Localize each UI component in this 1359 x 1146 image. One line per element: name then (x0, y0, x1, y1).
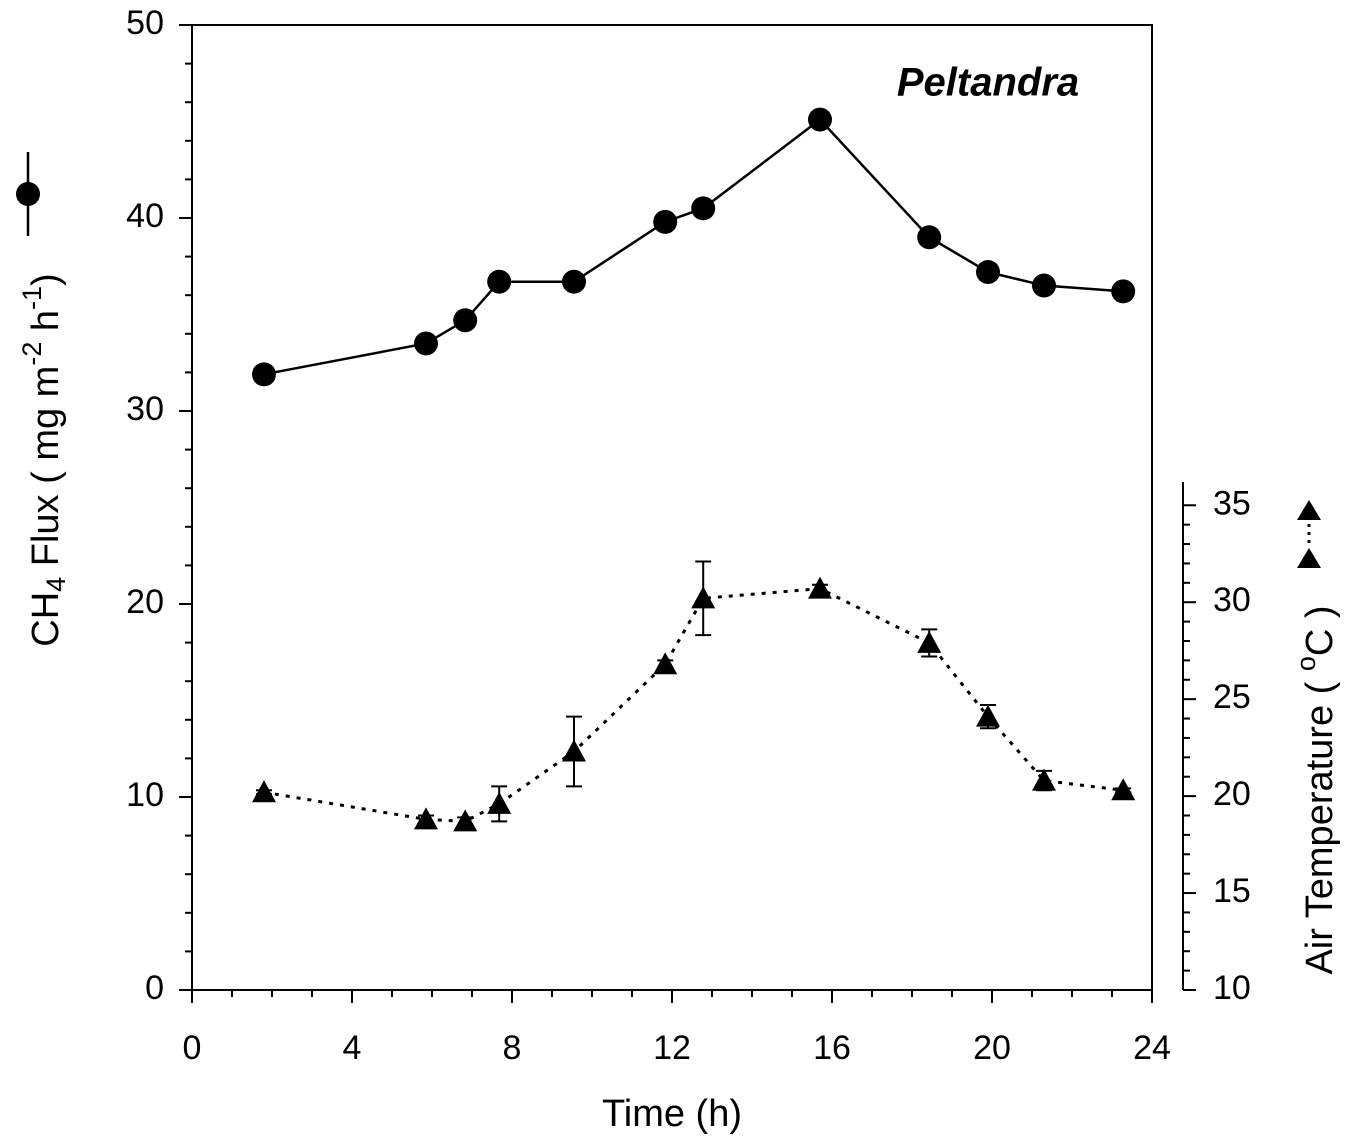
x-axis-label: Time (h) (602, 1093, 742, 1135)
data-point (808, 107, 832, 132)
series-line (263, 587, 1124, 823)
data-point (252, 362, 276, 387)
data-point (976, 260, 1000, 285)
y-tick-label: 30 (126, 390, 164, 428)
data-point (808, 576, 832, 599)
series-line (263, 117, 1124, 376)
y-axis-label: CH4 Flux ( mg m-2 h-1) (17, 273, 71, 646)
data-point (917, 225, 942, 250)
data-point (976, 704, 1000, 727)
data-point (653, 209, 678, 234)
x-tick-label: 20 (973, 1029, 1011, 1067)
axis-label-part: C ) (1299, 605, 1341, 656)
y-tick-label: 50 (126, 4, 164, 42)
data-point (691, 586, 716, 609)
data-point (1111, 279, 1136, 304)
y-tick-label: 0 (145, 969, 164, 1007)
y-tick-label: 40 (126, 197, 164, 235)
x-tick-label: 24 (1133, 1029, 1171, 1067)
data-point (653, 652, 678, 675)
data-point (487, 269, 512, 294)
y2-tick-label: 25 (1213, 678, 1251, 716)
data-point (1032, 768, 1056, 791)
y-tick-label: 20 (126, 583, 164, 621)
data-point (1111, 778, 1136, 801)
data-point (691, 196, 716, 221)
data-point (1032, 273, 1056, 298)
axis-label-part: o (1291, 656, 1321, 671)
y2-tick-label: 10 (1213, 969, 1251, 1007)
x-tick-label: 8 (503, 1029, 522, 1067)
data-point (487, 791, 512, 814)
axis-label-part: -2 (17, 342, 47, 366)
plot-frame (191, 24, 1153, 991)
data-point (252, 780, 276, 803)
x-tick-label: 12 (653, 1029, 691, 1067)
data-point (453, 809, 478, 832)
axis-label-part: 4 (41, 577, 71, 592)
y2-tick-label: 20 (1213, 775, 1251, 813)
x-tick-label: 0 (183, 1029, 202, 1067)
data-point (562, 269, 586, 294)
axis-label-part: ) (25, 273, 67, 286)
data-point (414, 331, 438, 356)
axis-label-part: h (25, 310, 67, 342)
axis-label-part: -1 (17, 286, 47, 310)
data-point (453, 308, 478, 333)
y-tick-label: 10 (126, 776, 164, 814)
x-tick-label: 16 (813, 1029, 851, 1067)
data-point (917, 630, 942, 653)
y2-tick-label: 35 (1213, 484, 1251, 522)
y2-axis-label: Air Temperature ( oC ) (1291, 605, 1341, 974)
axis-label-part: Flux ( mg m (25, 366, 67, 577)
axis-label-part: Air Temperature ( (1299, 671, 1341, 974)
axis-label-part: CH (25, 592, 67, 647)
y2-tick-label: 30 (1213, 581, 1251, 619)
data-point (562, 739, 586, 762)
y2-tick-label: 15 (1213, 872, 1251, 910)
y2-legend-symbol (1297, 500, 1321, 568)
data-point (414, 807, 438, 830)
x-tick-label: 4 (343, 1029, 362, 1067)
y-legend-symbol (16, 152, 40, 236)
chart-title: Peltandra (897, 61, 1079, 105)
